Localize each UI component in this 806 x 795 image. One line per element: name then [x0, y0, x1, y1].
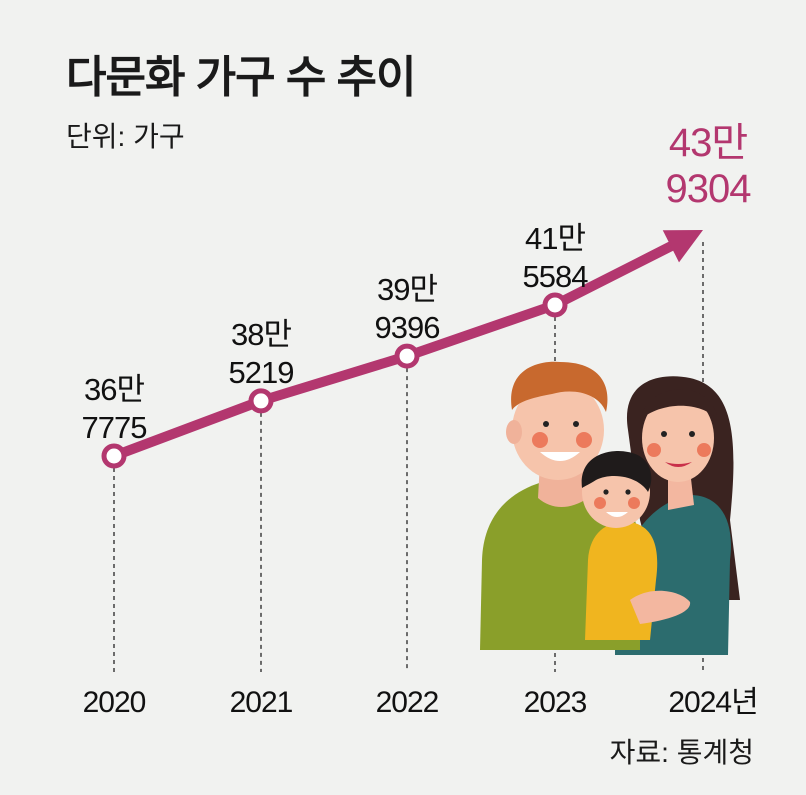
data-point-1 — [248, 388, 274, 414]
value-label-0-1: 7775 — [82, 410, 147, 445]
x-tick-label-3: 2023 — [524, 686, 587, 719]
data-point-2 — [394, 343, 420, 369]
source-label: 자료: 통계청 — [610, 737, 754, 768]
value-label-4-0: 43만 — [669, 121, 747, 165]
value-label-1-1: 5219 — [229, 355, 294, 390]
value-label-0-0: 36만 — [84, 372, 144, 407]
x-tick-label-2: 2022 — [376, 686, 439, 719]
series-arrow-head — [662, 230, 703, 263]
data-point-0 — [101, 443, 127, 469]
value-label-2-1: 9396 — [375, 310, 440, 345]
family-illustration — [480, 361, 740, 655]
x-tick-label-0: 2020 — [83, 686, 146, 719]
value-label-1-0: 38만 — [231, 317, 291, 352]
x-axis: 2020 2021 2022 2023 2024년 — [83, 686, 759, 719]
value-label-4-1: 9304 — [666, 167, 752, 211]
x-tick-label-4: 2024년 — [668, 686, 757, 719]
value-label-3-0: 41만 — [525, 221, 585, 256]
value-label-3-1: 5584 — [523, 259, 589, 294]
value-label-2-0: 39만 — [377, 272, 437, 307]
chart-title: 다문화 가구 수 추이 — [66, 53, 416, 102]
unit-label: 단위: 가구 — [66, 121, 185, 152]
x-tick-label-1: 2021 — [230, 686, 293, 719]
line-series — [101, 230, 703, 469]
data-point-3 — [542, 292, 568, 318]
